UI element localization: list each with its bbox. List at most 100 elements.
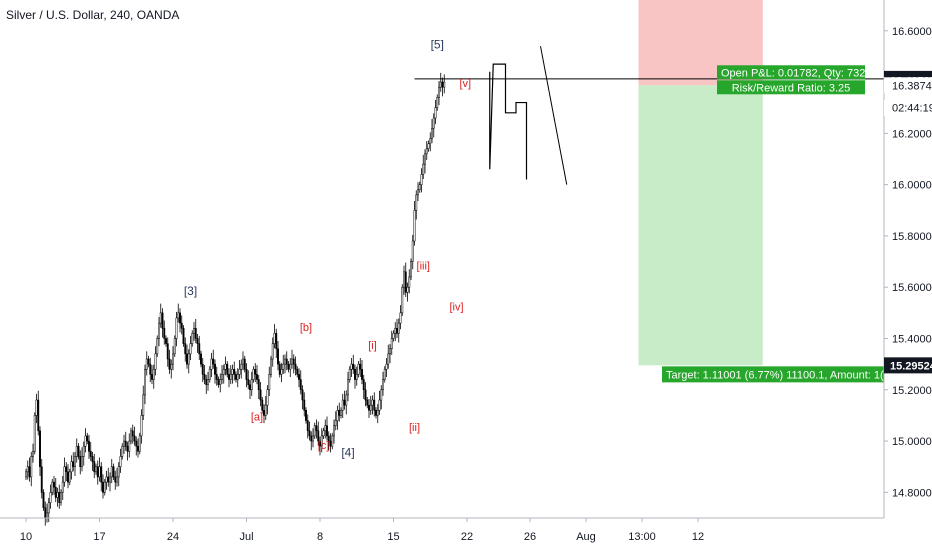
candle-body	[56, 492, 59, 498]
candle-body	[270, 358, 272, 375]
candle-body	[74, 456, 76, 467]
price-tag: 15.29524	[890, 360, 932, 372]
wave-label: [iii]	[417, 260, 430, 272]
candle-body	[212, 358, 215, 365]
candle-body	[352, 363, 355, 370]
candle-body	[331, 435, 334, 447]
candle-body	[410, 261, 412, 278]
candle-body	[124, 440, 127, 447]
candle-body	[42, 492, 45, 508]
candle-body	[292, 358, 295, 365]
candle-body	[261, 399, 264, 411]
time-tick-label: Aug	[576, 531, 596, 543]
price-tick-label: 15.20000	[892, 385, 932, 397]
position-labels: Open P&L: 0.01782, Qty: 732 Risk/Reward R…	[662, 65, 884, 383]
price-tag-bg	[884, 99, 932, 116]
candle-body	[51, 481, 54, 493]
candle-body	[256, 374, 258, 380]
candle-body	[355, 374, 358, 380]
candle-body	[37, 399, 40, 432]
candle-body	[144, 369, 146, 396]
candle-body	[131, 430, 134, 437]
price-tick-label: 16.00000	[892, 180, 932, 192]
candle-body	[249, 384, 251, 391]
risk-reward-zones	[638, 0, 763, 366]
candle-body	[305, 410, 307, 421]
price-tick-label: 14.80000	[892, 487, 932, 499]
candle-body	[233, 369, 236, 375]
time-tick-label: 8	[317, 531, 323, 543]
candle-body	[138, 435, 141, 452]
candle-body	[165, 338, 167, 344]
candle-body	[326, 425, 328, 437]
candle-body	[299, 379, 302, 391]
candle-body	[271, 343, 274, 360]
candle-body	[44, 507, 47, 519]
candle-body	[102, 481, 104, 493]
candle-body	[228, 374, 230, 380]
candle-body	[70, 461, 73, 473]
price-axis[interactable]: 16.60000 16.20000 16.00000 15.80000 15.60000…	[883, 0, 932, 518]
candle-body	[151, 374, 153, 380]
candle-body	[147, 358, 150, 365]
candle-body	[156, 338, 159, 355]
candle-body	[149, 363, 152, 375]
candle-body	[280, 369, 283, 375]
candle-body	[383, 369, 386, 380]
candle-body	[93, 461, 96, 473]
candle-body	[184, 343, 187, 355]
candle-body	[203, 374, 206, 380]
candle-body	[322, 430, 325, 437]
candle-body	[291, 358, 293, 365]
candle-body	[224, 363, 227, 370]
candle-body	[278, 363, 281, 375]
candle-body	[67, 471, 69, 483]
candle-body	[100, 466, 103, 483]
candle-body	[81, 456, 83, 467]
candle-body	[191, 333, 194, 344]
candle-body	[207, 379, 209, 385]
candle-body	[334, 420, 337, 426]
candle-body	[313, 425, 316, 437]
candle-body	[324, 425, 327, 432]
candle-body	[406, 286, 409, 293]
candle-body	[359, 363, 362, 370]
candle-body	[39, 430, 41, 467]
candle-body	[96, 466, 99, 478]
candle-body	[54, 486, 57, 498]
candle-body	[361, 369, 363, 380]
candle-body	[382, 379, 384, 391]
candle-body	[49, 492, 52, 503]
candle-body	[397, 322, 400, 334]
time-tick-label: Jul	[239, 531, 253, 543]
candle-body	[418, 184, 421, 191]
candle-body	[210, 358, 213, 370]
candle-body	[170, 363, 173, 370]
candle-body	[133, 435, 136, 442]
candle-body	[417, 189, 419, 196]
candle-body	[180, 322, 183, 329]
candle-body	[91, 456, 94, 462]
candle-body	[289, 363, 292, 370]
candle-body	[217, 379, 220, 385]
candle-body	[196, 338, 199, 344]
wave-label: [c]	[318, 440, 330, 452]
target-label: Target: 1.11001 (6.77%) 11100.1, Amount:…	[666, 369, 884, 381]
candle-body	[32, 451, 34, 457]
open-pnl-label: Open P&L: 0.01782, Qty: 732	[721, 67, 865, 79]
target-label-bg	[662, 366, 884, 383]
wave-label: [i]	[368, 340, 377, 352]
candle-body	[403, 271, 405, 288]
candle-body	[130, 430, 132, 442]
price-tag-bg	[884, 77, 932, 94]
candle-body	[285, 358, 288, 365]
risk-reward-label-bg	[717, 80, 865, 95]
candle-body	[240, 363, 243, 370]
candle-body	[82, 445, 85, 457]
candle-body	[338, 410, 341, 416]
time-axis[interactable]: 10 17 24 Jul 8 15 22 26 Aug 13:00 12	[0, 517, 884, 543]
candle-body	[259, 389, 262, 401]
price-tick-label: 16.60000	[892, 26, 932, 38]
candle-body	[89, 451, 92, 457]
